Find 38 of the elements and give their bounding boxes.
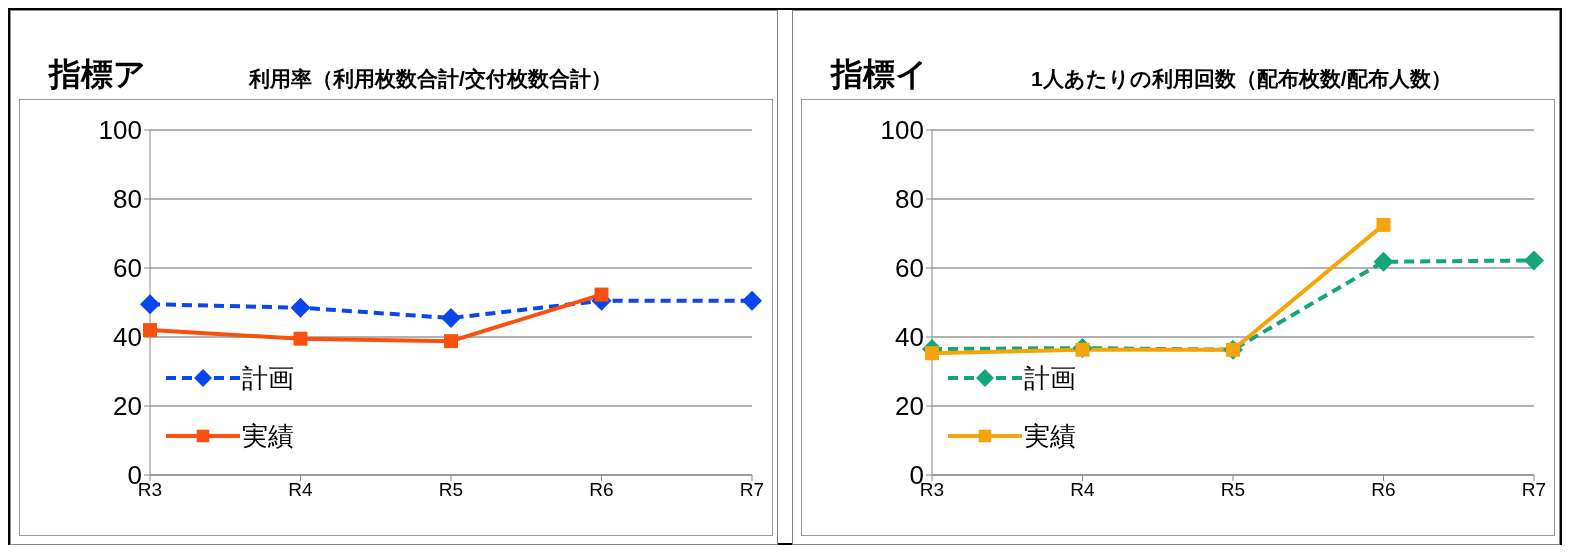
y-tick-label: 20 <box>895 391 924 422</box>
legend-label: 計画 <box>242 361 294 395</box>
chart-subtitle: 利用率（利用枚数合計/交付枚数合計） <box>249 66 612 92</box>
point <box>925 346 939 361</box>
legend-label: 計画 <box>1024 361 1076 395</box>
y-tick-label: 20 <box>113 391 142 422</box>
point <box>140 294 160 315</box>
y-tick-label: 100 <box>880 115 924 146</box>
point <box>1376 217 1391 232</box>
y-tick-label: 80 <box>895 184 924 215</box>
x-tick-label: R7 <box>1521 479 1547 501</box>
x-tick-label: R6 <box>1371 479 1396 501</box>
y-tick-label: 40 <box>895 322 924 353</box>
y-tick-label: 80 <box>113 184 142 215</box>
legend-label: 実績 <box>242 419 294 453</box>
x-tick-label: R5 <box>1220 479 1246 501</box>
y-tick-label: 40 <box>113 322 142 353</box>
x-tick-label: R4 <box>1070 479 1096 501</box>
point <box>444 334 458 349</box>
point <box>441 308 461 329</box>
chart-title: 指標ア <box>49 55 146 94</box>
x-tick-label: R5 <box>438 479 464 501</box>
y-tick-label: 60 <box>895 253 924 284</box>
y-tick-label: 100 <box>98 115 142 146</box>
x-tick-label: R4 <box>288 479 314 501</box>
point <box>742 290 762 311</box>
point <box>594 287 609 302</box>
chart-subtitle: 1人あたりの利用回数（配布枚数/配布人数） <box>1031 66 1452 93</box>
legend-label: 実績 <box>1024 419 1076 453</box>
point <box>1373 251 1394 272</box>
point <box>293 331 308 346</box>
point <box>1524 250 1544 271</box>
x-tick-label: R7 <box>739 479 765 501</box>
y-tick-label: 60 <box>113 253 142 284</box>
x-tick-label: R6 <box>589 479 614 501</box>
point <box>290 297 311 318</box>
point <box>143 323 157 338</box>
chart-title: 指標イ <box>831 55 928 94</box>
